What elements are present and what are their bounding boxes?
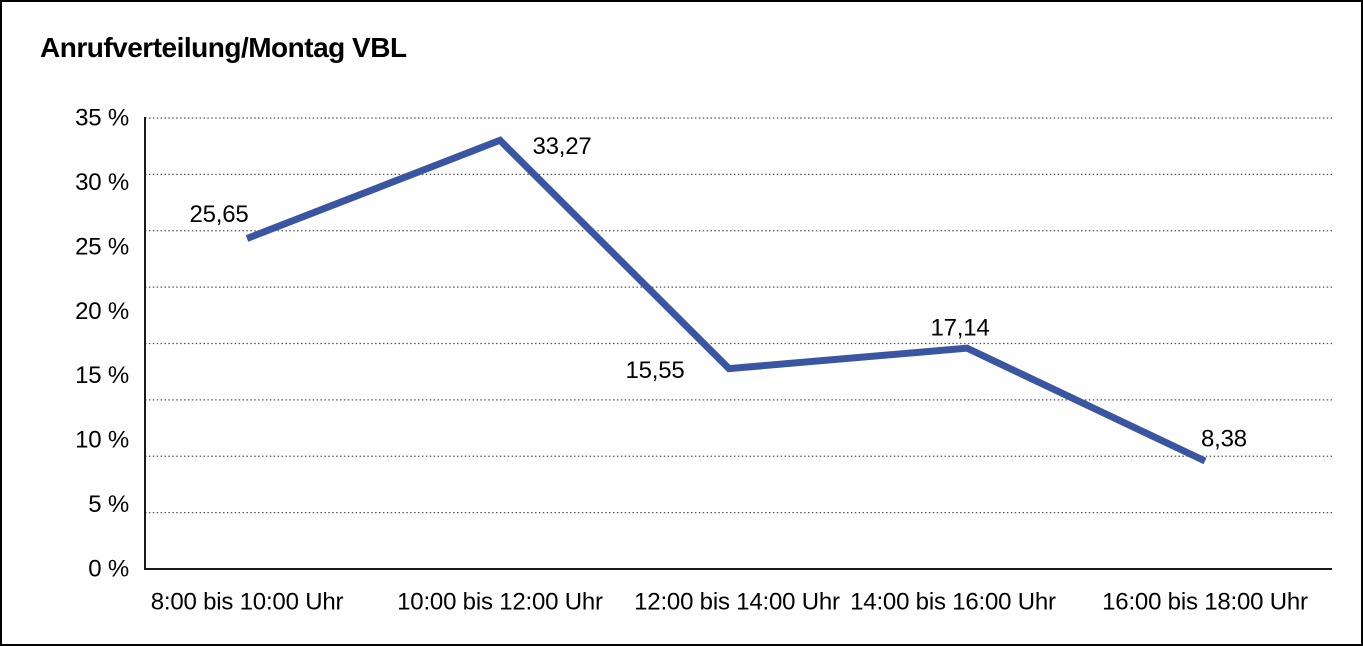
y-tick-label: 35 % — [75, 105, 129, 132]
x-category-label: 12:00 bis 14:00 Uhr — [634, 589, 840, 616]
y-tick-label: 20 % — [75, 298, 129, 325]
x-category-label: 16:00 bis 18:00 Uhr — [1102, 589, 1308, 616]
x-category-label: 14:00 bis 16:00 Uhr — [850, 589, 1056, 616]
data-label: 8,38 — [1201, 426, 1247, 453]
series-line — [245, 136, 1207, 465]
data-label: 15,55 — [625, 357, 684, 384]
y-tick-label: 25 % — [75, 233, 129, 260]
x-category-label: 10:00 bis 12:00 Uhr — [397, 589, 603, 616]
x-category-label: 8:00 bis 10:00 Uhr — [151, 589, 344, 616]
y-tick-label: 15 % — [75, 362, 129, 389]
y-tick-label: 5 % — [88, 491, 129, 518]
data-label: 25,65 — [189, 201, 248, 228]
y-tick-label: 10 % — [75, 427, 129, 454]
data-label: 33,27 — [532, 133, 591, 160]
y-tick-label: 0 % — [88, 556, 129, 583]
data-label: 17,14 — [930, 315, 989, 342]
y-tick-label: 30 % — [75, 169, 129, 196]
chart-title: Anrufverteilung/Montag VBL — [40, 32, 407, 63]
